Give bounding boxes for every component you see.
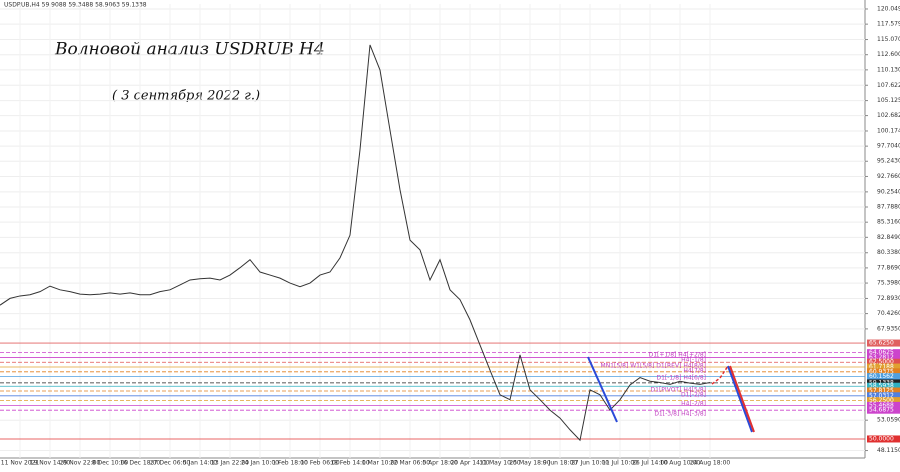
level-box: [867, 401, 900, 409]
level-box: [867, 339, 900, 347]
level-note: D1[-3/8] H4[-3/8]: [654, 411, 706, 418]
level-box: [867, 392, 900, 400]
y-tick-label: 70.4260: [877, 310, 900, 317]
level-note: D1[-1/8] H4[6/8]: [656, 375, 706, 382]
level-note: H4[-1/8]: [681, 357, 706, 364]
level-box: [867, 353, 900, 361]
level-box: [867, 406, 900, 414]
price-line: [0, 44, 711, 442]
y-tick-label: 48.1150: [877, 447, 900, 454]
y-tick-label: 53.0590: [877, 417, 900, 424]
y-tick-label: 72.8930: [877, 295, 900, 302]
level-label: 65.6250: [869, 340, 894, 347]
y-tick-label: 85.3160: [877, 219, 900, 226]
level-note: H4[-2/8]: [681, 401, 706, 408]
forecast-arrow: [727, 365, 753, 433]
level-label: 62.5000: [869, 359, 894, 366]
x-tick-label: 11 Nov 2021: [1, 460, 40, 467]
y-tick-label: 102.6820: [877, 112, 900, 119]
level-box: [867, 363, 900, 371]
y-tick-label: 82.8490: [877, 234, 900, 241]
x-tick-label: 25 May 18:00: [509, 460, 550, 467]
x-tick-label: 10 Aug 10:00: [660, 460, 701, 467]
x-tick-label: 11 Jul 10:00: [602, 460, 638, 467]
level-box: [867, 368, 900, 376]
x-tick-label: 16 Dec 18:00: [120, 460, 161, 467]
header: USDRUB,H4 59.9088 59.3488 58.9063 59.133…: [4, 2, 147, 9]
x-tick-label: 1 Mar 10:00: [362, 460, 398, 467]
level-box: [867, 349, 900, 357]
y-tick-label: 117.5790: [877, 21, 900, 28]
x-tick-label: 1 Feb 18:00: [272, 460, 308, 467]
level-box: [867, 397, 900, 405]
level-label: 56.2500: [869, 397, 894, 404]
y-tick-label: 77.8690: [877, 264, 900, 271]
level-label: 54.6875: [869, 407, 894, 414]
level-label: 61.7188: [869, 364, 894, 371]
x-tick-label: 29 Nov 22:00: [60, 460, 101, 467]
y-tick-label: 110.1300: [877, 66, 900, 73]
x-tick-label: 20 Apr 14:00: [450, 460, 489, 467]
y-tick-label: 92.7660: [877, 173, 900, 180]
x-tick-label: 5 Apr 18:00: [422, 460, 457, 467]
y-tick-label: 115.0700: [877, 36, 900, 43]
x-tick-label: 19 Nov 14:00: [30, 460, 71, 467]
chart-title: Волновой анализ USDRUB H4: [54, 40, 325, 60]
level-box: [867, 387, 900, 395]
y-tick-label: 87.7880: [877, 204, 900, 211]
y-tick-label: 112.6000: [877, 51, 900, 58]
level-label: 64.0625: [869, 349, 894, 356]
level-label: 60.1562: [869, 373, 894, 380]
x-tick-label: 22 Mar 06:00: [390, 460, 430, 467]
y-tick-label: 75.3980: [877, 280, 900, 287]
x-tick-label: 11 May 10:00: [479, 460, 520, 467]
level-box: [867, 382, 900, 390]
level-label: 57.8125: [869, 388, 894, 395]
forecast-path: [711, 365, 729, 385]
forecast-arrow: [729, 365, 755, 433]
x-tick-label: 18 Feb 14:00: [330, 460, 370, 467]
trend-line: [587, 356, 618, 423]
level-box: [867, 435, 900, 443]
x-tick-label: 24 Jan 10:00: [241, 460, 279, 467]
level-box: [867, 358, 900, 366]
y-tick-label: 95.2430: [877, 158, 900, 165]
x-tick-label: 13 Jan 22:00: [211, 460, 249, 467]
level-note: D1[-2/8]: [681, 392, 706, 399]
y-tick-label: 80.3380: [877, 249, 900, 256]
x-tick-label: 24 Aug 18:00: [690, 460, 731, 467]
level-note: H4[7/8]: [683, 368, 706, 375]
y-tick-label: 90.2540: [877, 188, 900, 195]
level-label: 57.0312: [869, 392, 894, 399]
y-tick-label: 107.6220: [877, 82, 900, 89]
x-tick-label: 9 Jun 18:00: [543, 460, 577, 467]
level-note: MN1[5/8] W1[5/8] D1[REV] H4[8/8]: [601, 363, 706, 370]
level-label: 63.2812: [869, 354, 894, 361]
x-tick-label: 5 Jan 14:00: [183, 460, 217, 467]
x-tick-label: 27 Dec 06:00: [150, 460, 191, 467]
y-tick-label: 100.1740: [877, 127, 900, 134]
y-tick-label: 97.7040: [877, 143, 900, 150]
level-note: D1[+1/8] H4[+2/8]: [649, 352, 706, 359]
x-tick-label: 8 Dec 10:00: [92, 460, 129, 467]
level-note: D1[PIVOT] H4[5/8]: [651, 387, 706, 394]
level-label: 58.5938: [869, 383, 894, 390]
y-tick-label: 120.0490: [877, 5, 900, 12]
x-tick-label: 26 Jul 14:00: [632, 460, 668, 467]
level-box: [867, 373, 900, 381]
x-tick-label: 10 Feb 06:00: [300, 460, 340, 467]
x-tick-label: 27 Jun 10:00: [571, 460, 609, 467]
plot: 120.0490 117.5790 115.0700 112.6000 110.1300…: [0, 4, 900, 467]
y-tick-label: 67.9350: [877, 325, 900, 332]
y-tick-label: 105.1250: [877, 97, 900, 104]
level-label: 50.0000: [869, 435, 894, 442]
level-label: 60.9375: [869, 368, 894, 375]
level-label: 55.4688: [869, 402, 894, 409]
chart-subtitle: ( 3 сентября 2022 г.): [112, 89, 260, 104]
